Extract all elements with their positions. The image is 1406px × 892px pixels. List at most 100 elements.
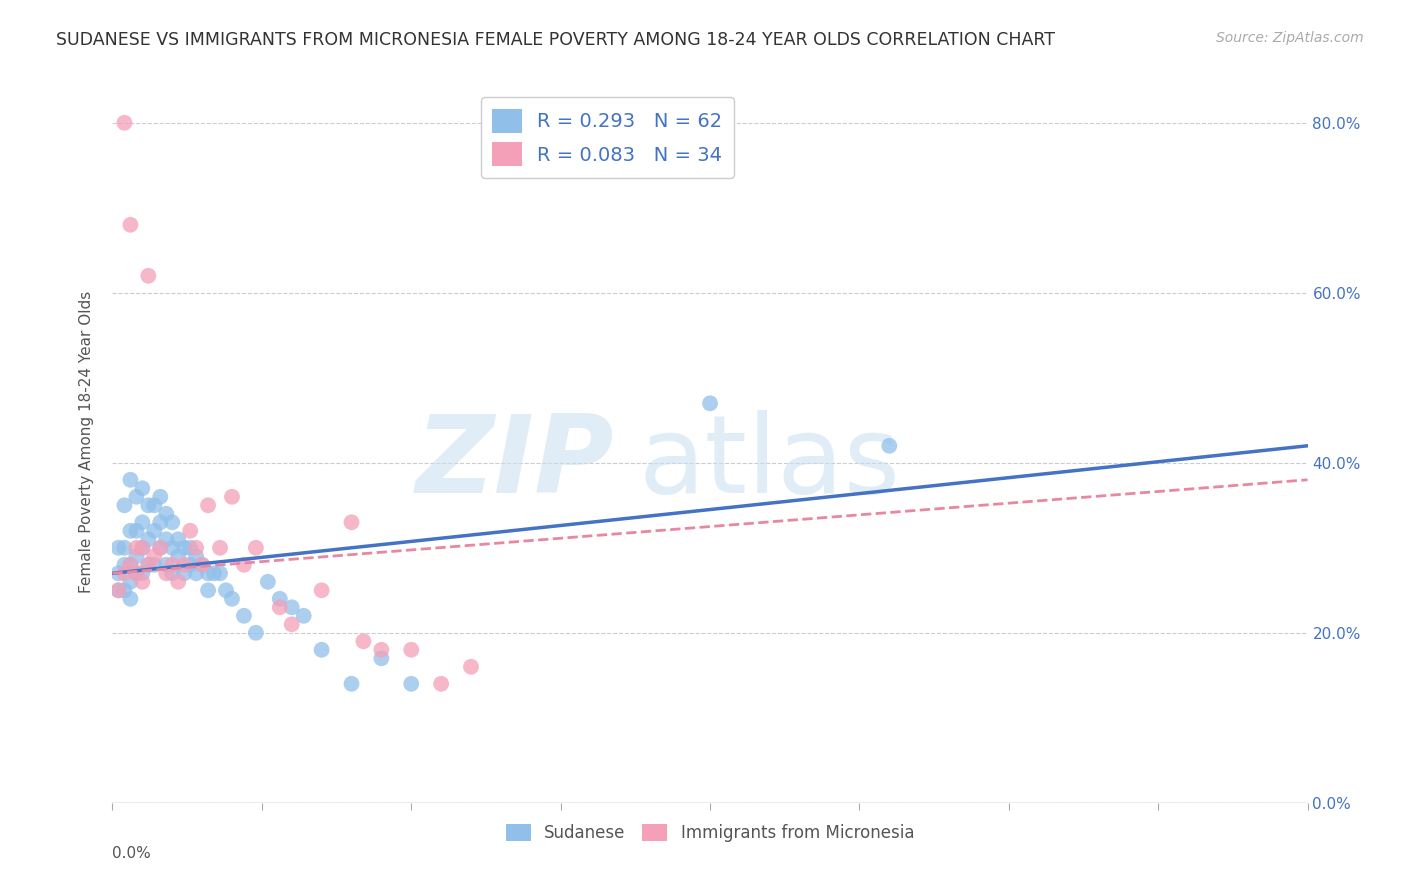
Point	[186, 541, 208, 555]
Point	[202, 566, 225, 581]
Point	[120, 218, 142, 232]
Point	[120, 574, 142, 589]
Point	[311, 583, 333, 598]
Point	[143, 549, 166, 564]
Point	[179, 524, 201, 538]
Point	[155, 507, 177, 521]
Point	[125, 490, 148, 504]
Point	[143, 558, 166, 572]
Point	[257, 574, 280, 589]
Point	[879, 439, 901, 453]
Point	[173, 541, 195, 555]
Y-axis label: Female Poverty Among 18-24 Year Olds: Female Poverty Among 18-24 Year Olds	[79, 291, 94, 592]
Point	[149, 541, 172, 555]
Point	[114, 116, 135, 130]
Point	[353, 634, 375, 648]
Point	[191, 558, 214, 572]
Point	[125, 524, 148, 538]
Point	[131, 541, 153, 555]
Point	[401, 677, 423, 691]
Point	[149, 490, 172, 504]
Point	[120, 558, 142, 572]
Point	[245, 541, 267, 555]
Text: SUDANESE VS IMMIGRANTS FROM MICRONESIA FEMALE POVERTY AMONG 18-24 YEAR OLDS CORR: SUDANESE VS IMMIGRANTS FROM MICRONESIA F…	[56, 31, 1056, 49]
Point	[143, 498, 166, 512]
Point	[107, 583, 129, 598]
Point	[221, 490, 243, 504]
Point	[107, 566, 129, 581]
Point	[233, 608, 256, 623]
Point	[699, 396, 721, 410]
Point	[167, 549, 190, 564]
Point	[370, 651, 392, 665]
Point	[197, 566, 219, 581]
Point	[179, 558, 201, 572]
Point	[269, 600, 291, 615]
Point	[197, 498, 219, 512]
Text: 0.0%: 0.0%	[112, 847, 152, 861]
Point	[179, 541, 201, 555]
Point	[125, 566, 148, 581]
Point	[281, 617, 304, 632]
Point	[131, 566, 153, 581]
Point	[370, 642, 392, 657]
Point	[209, 566, 232, 581]
Point	[401, 642, 423, 657]
Point	[120, 524, 142, 538]
Point	[125, 541, 148, 555]
Point	[162, 566, 183, 581]
Point	[292, 608, 315, 623]
Legend: Sudanese, Immigrants from Micronesia: Sudanese, Immigrants from Micronesia	[499, 817, 921, 848]
Point	[131, 541, 153, 555]
Point	[114, 566, 135, 581]
Point	[155, 558, 177, 572]
Point	[138, 498, 160, 512]
Point	[191, 558, 214, 572]
Point	[114, 583, 135, 598]
Text: Source: ZipAtlas.com: Source: ZipAtlas.com	[1216, 31, 1364, 45]
Point	[197, 583, 219, 598]
Point	[215, 583, 238, 598]
Point	[430, 677, 453, 691]
Point	[131, 481, 153, 495]
Point	[155, 566, 177, 581]
Point	[114, 541, 135, 555]
Point	[186, 549, 208, 564]
Point	[311, 642, 333, 657]
Point	[186, 566, 208, 581]
Point	[167, 574, 190, 589]
Point	[269, 591, 291, 606]
Point	[131, 574, 153, 589]
Point	[120, 473, 142, 487]
Point	[173, 566, 195, 581]
Point	[162, 541, 183, 555]
Point	[143, 524, 166, 538]
Point	[138, 268, 160, 283]
Point	[120, 558, 142, 572]
Point	[114, 558, 135, 572]
Point	[149, 516, 172, 530]
Point	[173, 558, 195, 572]
Point	[233, 558, 256, 572]
Point	[138, 533, 160, 547]
Point	[120, 591, 142, 606]
Point	[162, 558, 183, 572]
Point	[340, 516, 363, 530]
Point	[125, 566, 148, 581]
Text: ZIP: ZIP	[416, 410, 614, 516]
Point	[340, 677, 363, 691]
Point	[167, 533, 190, 547]
Point	[221, 591, 243, 606]
Point	[162, 516, 183, 530]
Point	[107, 583, 129, 598]
Point	[138, 558, 160, 572]
Point	[114, 498, 135, 512]
Text: atlas: atlas	[638, 410, 900, 516]
Point	[209, 541, 232, 555]
Point	[155, 533, 177, 547]
Point	[138, 558, 160, 572]
Point	[281, 600, 304, 615]
Point	[460, 660, 482, 674]
Point	[107, 541, 129, 555]
Point	[131, 516, 153, 530]
